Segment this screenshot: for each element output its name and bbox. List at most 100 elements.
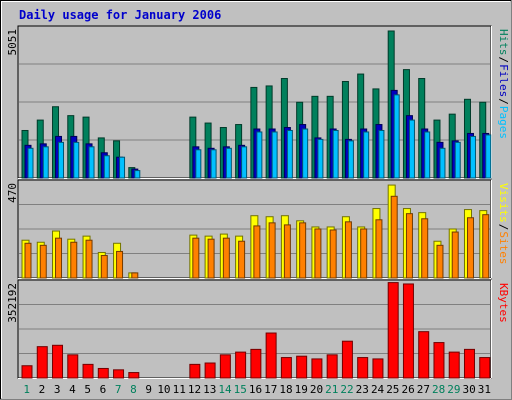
x-tick-label-day-18: 18 [279,383,292,396]
bar-sites-day-29 [451,231,459,279]
legend-separator: / [497,224,510,231]
bar-kbytes-day-3 [52,344,64,379]
bar-kbytes-day-29 [448,351,460,379]
legend-visits: Visits [497,183,510,223]
bar-kbytes-day-4 [67,354,79,379]
x-tick-label-day-31: 31 [478,383,491,396]
x-tick-label-day-13: 13 [203,383,216,396]
bar-kbytes-day-2 [36,346,48,379]
bar-sites-day-22 [344,221,352,279]
bar-kbytes-day-6 [97,367,109,379]
bar-kbytes-day-7 [113,369,125,379]
bar-pages-day-20 [317,138,324,179]
legend-files: Files [497,64,510,97]
bar-pages-day-29 [454,141,461,179]
bar-sites-day-2 [39,244,47,279]
x-tick-label-day-28: 28 [432,383,445,396]
bar-sites-day-28 [436,244,444,279]
bar-kbytes-day-24 [372,358,384,379]
x-tick-label-day-25: 25 [386,383,399,396]
y-axis-max-label: 5051 [6,29,19,56]
bar-pages-day-31 [485,134,492,179]
bar-pages-day-14 [225,147,232,179]
bar-sites-day-16 [253,225,261,279]
x-tick-label-day-24: 24 [371,383,385,396]
bar-pages-day-17 [271,131,278,179]
bar-kbytes-day-12 [189,363,201,379]
bar-kbytes-day-15 [235,351,247,379]
bar-sites-day-4 [70,241,78,279]
bar-kbytes-day-8 [128,372,140,379]
bar-kbytes-day-5 [82,363,94,379]
bar-kbytes-day-25 [387,282,399,379]
x-tick-label-day-14: 14 [218,383,232,396]
bar-kbytes-day-14 [219,354,231,379]
x-tick-label-day-21: 21 [325,383,338,396]
bar-sites-day-31 [482,214,490,279]
legend-separator: / [497,57,510,64]
bar-sites-day-15 [238,240,246,279]
legend-hits: Hits [497,29,510,56]
x-tick-label-day-30: 30 [462,383,475,396]
panel-hits-files-pages: 5051 Hits/Files/Pages [6,25,510,179]
bar-pages-day-15 [241,146,248,179]
bar-pages-day-7 [119,156,126,179]
x-tick-label-day-2: 2 [39,383,46,396]
bar-kbytes-day-27 [418,331,430,379]
bar-sites-day-7 [116,250,124,279]
bar-pages-day-5 [88,146,95,179]
bar-pages-day-3 [58,141,65,179]
bar-kbytes-day-21 [326,354,338,379]
x-tick-label-day-7: 7 [115,383,122,396]
bar-pages-day-25 [393,94,400,179]
x-tick-label-day-22: 22 [340,383,353,396]
bar-pages-day-16 [256,131,263,179]
x-tick-label-day-17: 17 [264,383,277,396]
bar-pages-day-12 [195,149,202,179]
bar-sites-day-17 [268,222,276,279]
x-tick-label-day-8: 8 [130,383,137,396]
bar-sites-day-8 [131,272,139,279]
bar-sites-day-30 [466,217,474,279]
bar-kbytes-day-1 [21,365,33,379]
bar-kbytes-day-31 [479,357,491,379]
bar-pages-day-19 [302,128,309,179]
panel-visits-sites: 470 Visits/Sites [6,179,510,279]
bar-sites-day-19 [299,222,307,279]
legend-kbytes: KBytes [497,283,510,323]
bar-kbytes-day-22 [341,340,353,379]
x-tick-label-day-29: 29 [447,383,460,396]
x-tick-label-day-26: 26 [401,383,414,396]
bar-sites-day-27 [421,218,429,279]
x-tick-label-day-3: 3 [54,383,61,396]
x-tick-label-day-5: 5 [84,383,91,396]
x-tick-label-day-15: 15 [234,383,247,396]
bar-pages-day-22 [347,140,354,179]
bar-pages-day-1 [27,147,34,179]
bar-sites-day-6 [100,255,108,279]
x-axis-day-labels: 1 2 3 4 5 6 7 8 9 10 11 12 13 14 15 16 17 18 19 20 21 22 23 24 2… [23,383,491,396]
bar-kbytes-day-18 [280,357,292,379]
y-axis-max-label: 470 [6,183,19,203]
y-axis-max-label: 352192 [6,283,19,323]
bar-pages-day-28 [439,147,446,179]
x-tick-label-day-9: 9 [145,383,152,396]
bar-pages-day-8 [134,170,141,179]
bar-sites-day-14 [222,237,230,279]
legend-sites: Sites [497,231,510,264]
x-tick-label-day-27: 27 [417,383,430,396]
bar-kbytes-day-19 [296,355,308,379]
x-tick-label-day-16: 16 [249,383,262,396]
x-tick-label-day-4: 4 [69,383,76,396]
bar-sites-day-13 [207,238,215,279]
bar-kbytes-day-26 [402,283,414,379]
bar-kbytes-day-28 [433,342,445,379]
bar-sites-day-26 [405,213,413,279]
bar-sites-day-21 [329,229,337,279]
x-tick-label-day-1: 1 [23,383,30,396]
bar-kbytes-day-13 [204,362,216,379]
bar-pages-day-18 [286,129,293,179]
x-tick-label-day-20: 20 [310,383,323,396]
